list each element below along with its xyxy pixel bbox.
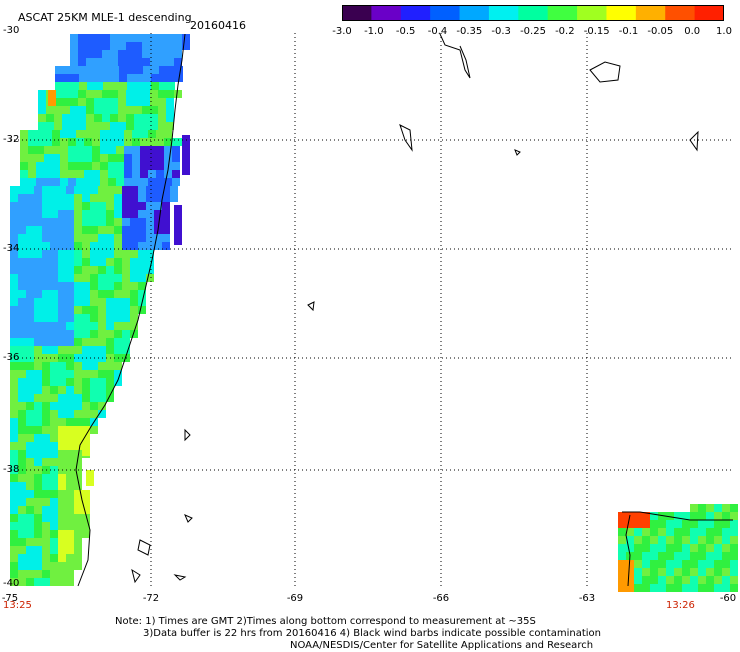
color-scale-swatch (694, 5, 724, 21)
longitude-label: -66 (432, 593, 450, 604)
longitude-label: -72 (142, 593, 160, 604)
data-swath (10, 34, 738, 592)
color-scale-label: -0.3 (491, 26, 511, 37)
latitude-label: -40 (3, 578, 20, 589)
color-scale-label: 0.0 (684, 26, 701, 37)
color-scale-swatch (606, 5, 637, 21)
color-scale-swatch (635, 5, 666, 21)
color-scale-label: -0.2 (555, 26, 575, 37)
note-line-1: Note: 1) Times are GMT 2)Times along bot… (115, 616, 536, 627)
color-scale-swatch (342, 5, 372, 21)
color-scale-label: -3.0 (332, 26, 352, 37)
time-left: 13:25 (3, 600, 32, 611)
color-scale-swatch (665, 5, 696, 21)
longitude-label: -63 (578, 593, 596, 604)
latitude-label: -34 (3, 243, 20, 254)
color-scale-label: -0.1 (618, 26, 639, 37)
color-scale-swatch (488, 5, 519, 21)
note-line-3: NOAA/NESDIS/Center for Satellite Applica… (290, 640, 594, 651)
longitude-label: -60 (719, 593, 737, 604)
color-scale-swatch (400, 5, 431, 21)
color-scale-swatch (518, 5, 549, 21)
note-line-2: 3)Data buffer is 22 hrs from 20160416 4)… (143, 628, 601, 639)
gridlines (10, 33, 733, 586)
color-scale-label: -0.5 (395, 26, 416, 37)
latitude-label: -30 (3, 25, 20, 36)
notes-block: Note: 1) Times are GMT 2)Times along bot… (115, 616, 601, 652)
longitude-label: -75 (1, 593, 19, 604)
color-scale-label: 1.0 (716, 26, 732, 37)
time-right: 13:26 (666, 600, 695, 611)
color-scale-label: -0.05 (647, 26, 674, 37)
latitude-label: -36 (3, 352, 20, 363)
latitude-label: -32 (3, 134, 20, 145)
color-scale-swatch (547, 5, 578, 21)
color-scale-label: -0.4 (427, 26, 448, 37)
color-scale-bar (342, 5, 724, 21)
latitude-label: -38 (3, 464, 20, 475)
longitude-label: -69 (286, 593, 304, 604)
color-scale-label: -0.15 (583, 26, 610, 37)
color-scale-swatch (459, 5, 490, 21)
map-title: ASCAT 25KM MLE-1 descending (18, 11, 192, 24)
color-scale-label: -1.0 (364, 26, 384, 37)
color-scale-swatch (430, 5, 461, 21)
coastline (75, 33, 733, 587)
color-scale-label: -0.35 (456, 26, 483, 37)
color-scale-swatch (371, 5, 402, 21)
color-scale-label: -0.25 (520, 26, 546, 37)
color-scale-swatch (577, 5, 607, 21)
map-date: 20160416 (190, 19, 246, 32)
